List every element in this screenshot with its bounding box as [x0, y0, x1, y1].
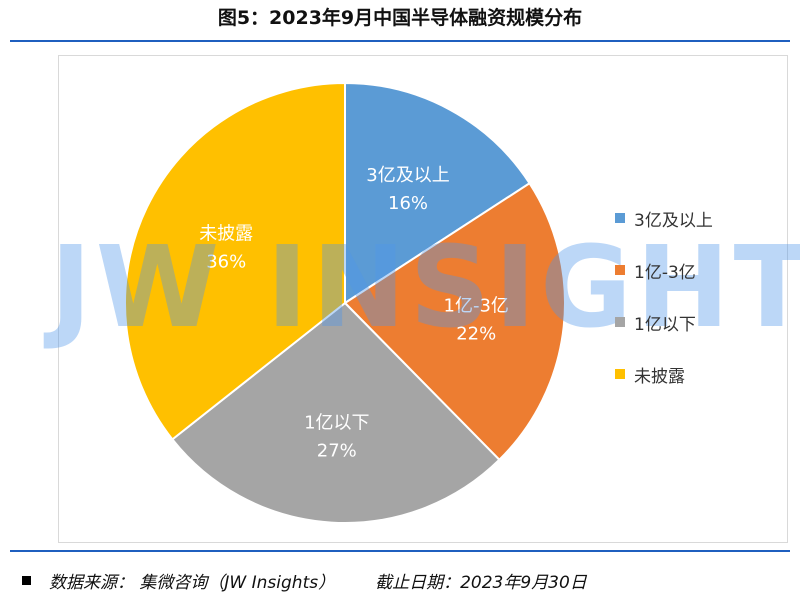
chart-title: 图5：2023年9月中国半导体融资规模分布: [217, 7, 583, 29]
slice-label: 1亿-3亿: [444, 295, 509, 316]
cutoff-date: 截止日期：2023年9月30日: [375, 572, 587, 593]
legend-item: 1亿以下: [615, 312, 713, 335]
legend-item: 未披露: [615, 364, 713, 387]
pie-slice: [344, 81, 531, 305]
legend-swatch: [615, 213, 625, 223]
legend-label: 1亿-3亿: [634, 262, 696, 283]
pie-slice: [170, 301, 501, 524]
slice-percent: 16%: [388, 193, 428, 214]
legend-swatch: [615, 369, 625, 379]
legend-label: 1亿以下: [634, 314, 696, 335]
pie-slice: [124, 81, 346, 441]
legend-swatch: [615, 317, 625, 327]
data-source: 数据来源： 集微咨询（JW Insights）: [49, 572, 336, 593]
legend-label: 未披露: [634, 366, 685, 387]
legend: 3亿及以上 1亿-3亿 1亿以下未披露: [615, 208, 713, 416]
legend-swatch: [615, 265, 625, 275]
footer: 数据来源： 集微咨询（JW Insights） 截止日期：2023年9月30日: [22, 566, 792, 594]
pie-slice: [343, 181, 566, 462]
legend-item: 1亿-3亿: [615, 260, 713, 283]
slice-label: 1亿以下: [304, 413, 369, 434]
slice-percent: 36%: [206, 251, 246, 272]
slice-label: 3亿及以上: [366, 165, 449, 186]
bottom-divider: [10, 550, 790, 552]
legend-label: 3亿及以上: [634, 210, 713, 231]
slice-percent: 27%: [317, 441, 357, 462]
slice-label: 未披露: [199, 223, 253, 244]
slice-percent: 22%: [456, 323, 496, 344]
top-divider: [10, 40, 790, 42]
legend-item: 3亿及以上: [615, 208, 713, 231]
square-bullet-icon: [22, 575, 31, 585]
